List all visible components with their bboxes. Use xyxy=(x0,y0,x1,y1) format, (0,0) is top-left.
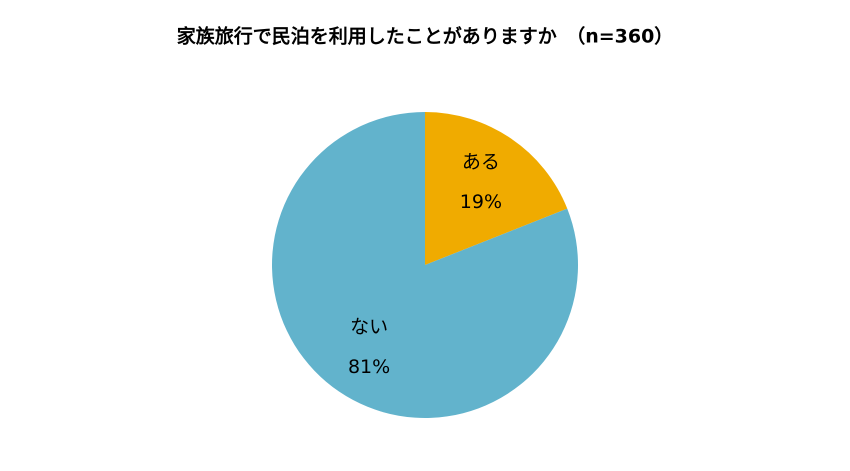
pie-slice xyxy=(425,112,568,265)
value-label: 19% xyxy=(460,191,502,213)
chart-title: 家族旅行で民泊を利用したことがありますか （n=360） xyxy=(177,25,674,48)
value-label: 81% xyxy=(348,356,390,378)
category-label: ある xyxy=(462,151,500,173)
category-label: ない xyxy=(350,316,388,338)
pie-slice xyxy=(272,112,578,418)
